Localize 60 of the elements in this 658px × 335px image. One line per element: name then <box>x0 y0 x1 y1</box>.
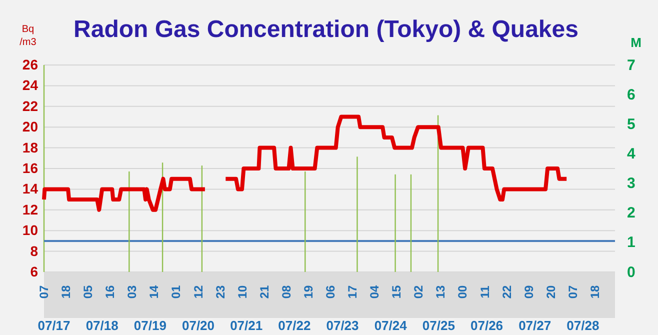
x2-tick-label: 07/25 <box>422 318 455 333</box>
x-tick-label: 14 <box>147 285 162 299</box>
y-tick-label: 20 <box>22 118 38 135</box>
y-tick-label: 18 <box>22 139 38 156</box>
x-tick-label: 20 <box>544 285 558 299</box>
x-tick-label: 08 <box>279 285 294 299</box>
x-tick-label: 23 <box>213 285 228 299</box>
x-tick-label: 18 <box>59 285 74 299</box>
x2-tick-label: 07/24 <box>374 318 408 333</box>
y-tick-label: 12 <box>22 201 38 218</box>
x-tick-label: 02 <box>412 285 426 299</box>
x-tick-label: 05 <box>81 285 96 299</box>
x-tick-label: 03 <box>125 285 140 299</box>
y2-tick-label: 5 <box>627 116 636 133</box>
y2-tick-label: 7 <box>627 56 636 74</box>
x2-tick-label: 07/18 <box>86 318 118 333</box>
x2-tick-label: 07/17 <box>38 318 70 333</box>
x-tick-label: 00 <box>456 285 470 299</box>
x2-tick-label: 07/22 <box>278 318 311 333</box>
y-tick-label: 22 <box>22 98 38 114</box>
x-tick-label: 21 <box>257 285 272 299</box>
y-axis-title: Bq /m3 <box>20 24 37 48</box>
y2-tick-label: 1 <box>627 234 636 252</box>
x-tick-label: 06 <box>324 285 338 299</box>
x-tick-label: 12 <box>191 285 206 299</box>
y-tick-label: 6 <box>30 263 38 280</box>
x-tick-label: 10 <box>235 285 250 299</box>
x-tick-label: 13 <box>434 285 448 299</box>
x-tick-label: 17 <box>346 285 360 299</box>
y-tick-label: 26 <box>22 56 38 72</box>
x-tick-label: 18 <box>588 285 602 299</box>
x-tick-label: 07 <box>37 285 51 299</box>
x-tick-label: 19 <box>301 285 316 299</box>
x2-tick-label: 07/23 <box>326 318 359 333</box>
x2-tick-label: 07/28 <box>566 318 600 333</box>
x2-tick-label: 07/20 <box>182 318 215 333</box>
y2-tick-label: 3 <box>627 175 636 192</box>
y2-tick-label: 6 <box>627 86 636 104</box>
y2-tick-label: 2 <box>627 204 636 222</box>
y-tick-label: 16 <box>22 160 38 176</box>
y2-tick-label: 4 <box>627 146 636 163</box>
x2-tick-label: 07/21 <box>230 318 263 333</box>
x-tick-label: 16 <box>103 285 118 299</box>
x-tick-label: 11 <box>478 285 492 298</box>
x-tick-label: 15 <box>390 285 404 299</box>
y2-tick-label: 0 <box>627 264 636 281</box>
x-tick-label: 04 <box>368 285 382 299</box>
x-tick-label: 01 <box>169 285 184 299</box>
y-tick-label: 10 <box>22 222 38 238</box>
x-tick-label: 22 <box>500 285 514 299</box>
y-tick-label: 24 <box>22 77 38 94</box>
y2-axis-title: M <box>630 35 642 50</box>
x2-tick-label: 07/27 <box>518 318 552 333</box>
y-tick-label: 14 <box>22 180 38 197</box>
y-tick-label: 8 <box>30 242 38 259</box>
x-tick-label: 09 <box>522 285 536 299</box>
chart-title: Radon Gas Concentration (Tokyo) & Quakes <box>74 16 578 43</box>
x2-tick-label: 07/26 <box>470 318 504 333</box>
x2-tick-label: 07/19 <box>134 318 166 333</box>
x-tick-label: 07 <box>566 285 580 299</box>
